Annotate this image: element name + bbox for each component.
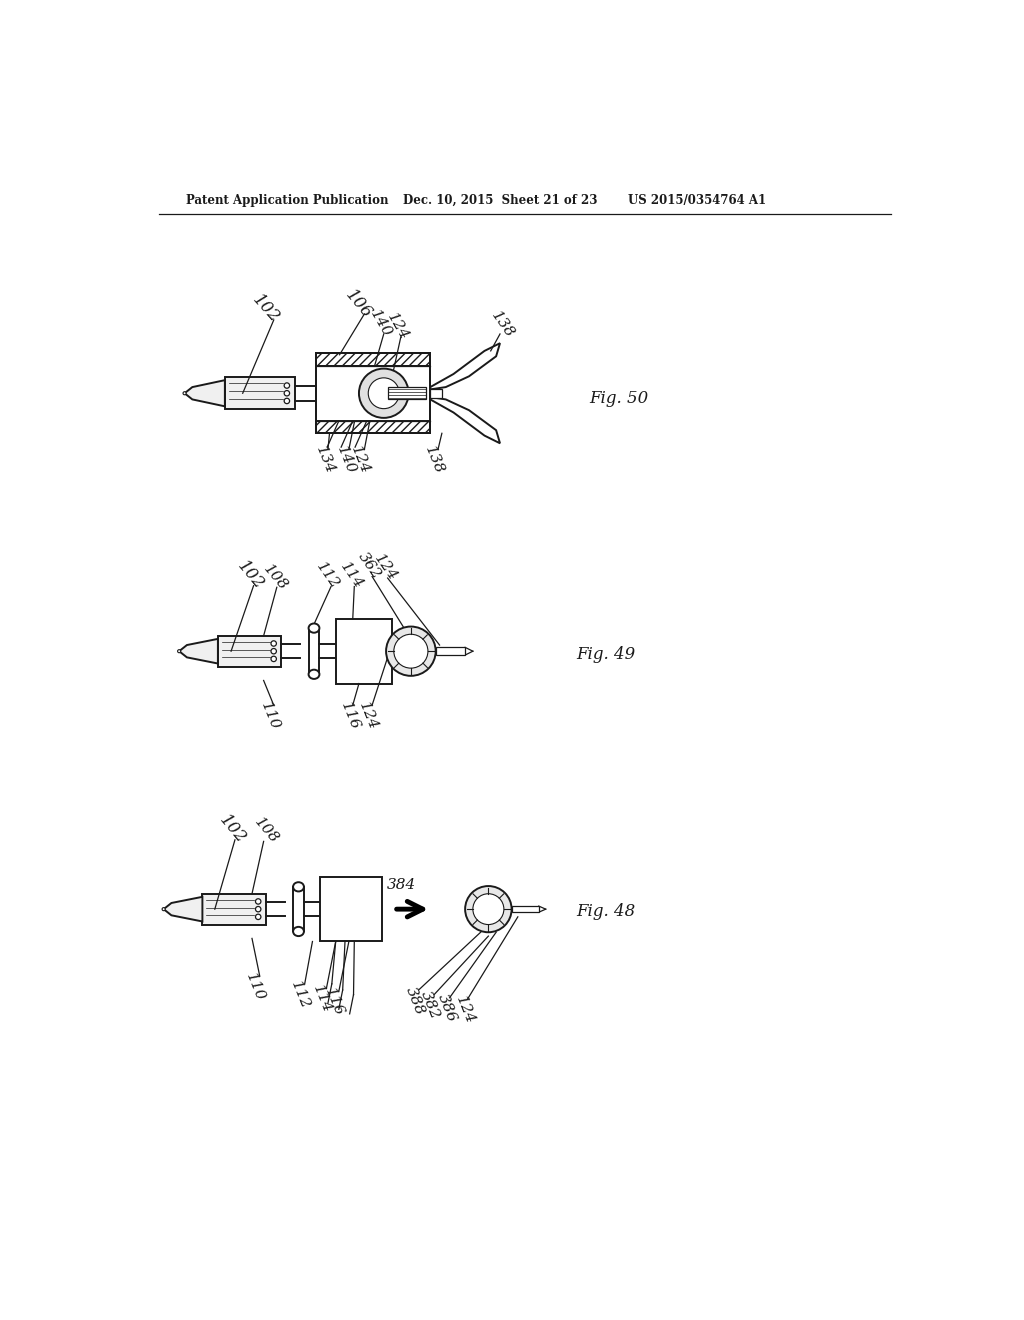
Bar — [225, 378, 295, 409]
Ellipse shape — [293, 882, 304, 891]
Text: 102: 102 — [216, 812, 250, 846]
Circle shape — [271, 656, 276, 661]
Bar — [430, 388, 442, 397]
Circle shape — [359, 368, 409, 418]
Polygon shape — [164, 896, 203, 921]
Circle shape — [369, 378, 399, 409]
Text: 140: 140 — [334, 444, 357, 477]
Bar — [321, 876, 382, 941]
Text: 124: 124 — [348, 444, 373, 477]
Circle shape — [177, 649, 180, 653]
Bar — [315, 354, 430, 366]
Text: 110: 110 — [243, 970, 267, 1003]
Text: 386: 386 — [434, 993, 459, 1024]
Polygon shape — [179, 639, 218, 664]
Circle shape — [271, 640, 276, 647]
Circle shape — [386, 627, 435, 676]
Text: 116: 116 — [338, 700, 361, 733]
Circle shape — [162, 908, 165, 911]
Circle shape — [255, 899, 261, 904]
Circle shape — [271, 648, 276, 653]
Text: 102: 102 — [249, 292, 283, 327]
Text: 388: 388 — [402, 985, 427, 1016]
Text: 124: 124 — [454, 994, 477, 1026]
Circle shape — [285, 399, 290, 404]
Text: Patent Application Publication: Patent Application Publication — [186, 194, 389, 207]
Circle shape — [473, 894, 504, 924]
Text: 124: 124 — [384, 312, 411, 343]
Text: 124: 124 — [372, 552, 400, 583]
Bar — [315, 366, 430, 421]
Text: 138: 138 — [422, 444, 446, 477]
Text: 110: 110 — [259, 700, 283, 733]
Ellipse shape — [308, 623, 319, 632]
Text: 134: 134 — [313, 444, 337, 477]
Text: 116: 116 — [323, 986, 346, 1019]
Bar — [308, 628, 319, 675]
Circle shape — [465, 886, 512, 932]
Bar — [293, 887, 304, 932]
Polygon shape — [430, 343, 500, 389]
Circle shape — [394, 635, 428, 668]
Text: 102: 102 — [233, 557, 267, 593]
Text: 112: 112 — [288, 978, 312, 1011]
Text: 140: 140 — [368, 308, 394, 341]
Circle shape — [183, 392, 186, 395]
Text: US 2015/0354764 A1: US 2015/0354764 A1 — [628, 194, 766, 207]
Text: 124: 124 — [356, 700, 380, 733]
Bar — [336, 619, 391, 684]
Text: 108: 108 — [251, 814, 281, 846]
Ellipse shape — [308, 669, 319, 678]
Ellipse shape — [293, 927, 304, 936]
Text: 114: 114 — [337, 560, 366, 591]
Circle shape — [255, 907, 261, 912]
Bar — [512, 906, 539, 912]
Polygon shape — [184, 380, 225, 407]
Text: Fig. 48: Fig. 48 — [575, 903, 635, 920]
Text: 138: 138 — [489, 309, 517, 341]
Text: 106: 106 — [342, 286, 376, 322]
Circle shape — [285, 391, 290, 396]
Bar — [315, 354, 430, 433]
Text: Dec. 10, 2015  Sheet 21 of 23: Dec. 10, 2015 Sheet 21 of 23 — [403, 194, 598, 207]
Text: 114: 114 — [310, 983, 334, 1015]
Circle shape — [255, 915, 261, 920]
Text: 108: 108 — [260, 561, 290, 593]
Text: 112: 112 — [313, 560, 342, 591]
Polygon shape — [430, 397, 500, 444]
Text: 362: 362 — [355, 549, 384, 582]
Bar — [435, 647, 465, 655]
Bar — [315, 421, 430, 433]
Circle shape — [285, 383, 290, 388]
Text: Fig. 49: Fig. 49 — [575, 645, 635, 663]
Text: Fig. 50: Fig. 50 — [589, 391, 648, 408]
Bar — [388, 387, 426, 400]
Text: 384: 384 — [387, 878, 416, 891]
Text: 382: 382 — [418, 989, 442, 1022]
Bar — [203, 894, 266, 924]
Bar — [218, 636, 282, 667]
